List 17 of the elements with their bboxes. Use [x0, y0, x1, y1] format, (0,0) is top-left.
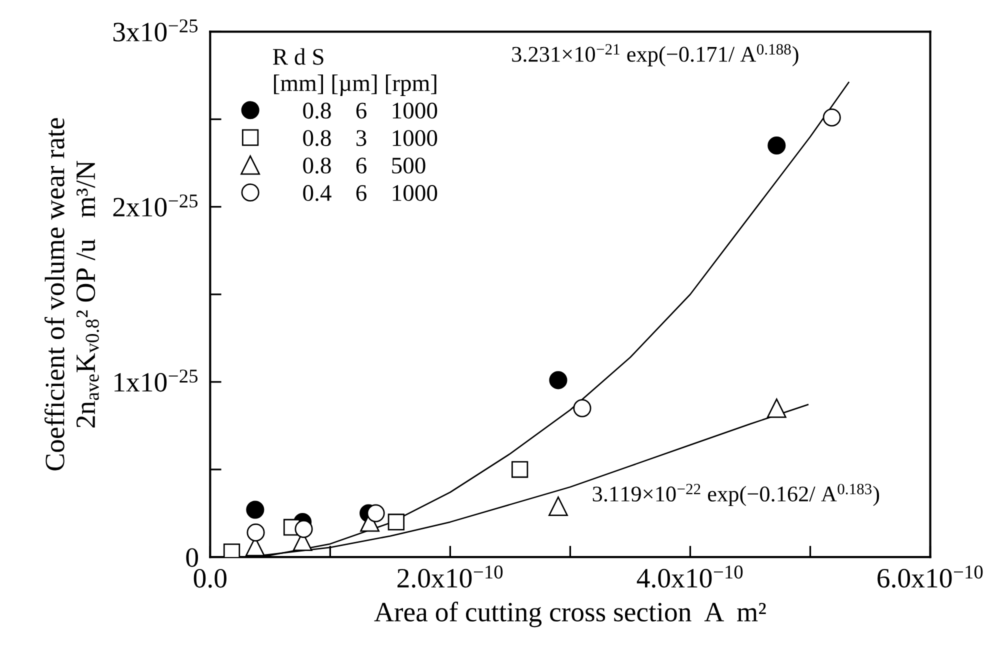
legend-label: 0.4 6 1000	[303, 185, 438, 202]
y-tick-label: 1x10$^{−25}$	[114, 370, 198, 392]
legend-label: 0.8 6 1000	[303, 102, 438, 119]
legend-title: R d S [mm] [µm] [rpm]	[272, 48, 436, 96]
x-tick-label: 4.0x10$^{−10}$	[636, 565, 743, 588]
annotation: 3.231×10$^{−21}$ exp(−0.171/ A$^{0.188}$)	[512, 44, 798, 66]
x-axis-title: Area of cutting cross section A m²	[374, 602, 766, 628]
y-tick-label: 0	[186, 548, 198, 567]
legend-label: 0.8 3 1000	[303, 130, 438, 146]
x-tick-label: 0.0	[194, 568, 226, 588]
y-axis-title: Coefficient of volume wear rate 2n$_{ave}$K$_{v0.8}$² OP /u m³/N	[44, 118, 99, 470]
y-tick-label: 3x10$^{−25}$	[113, 19, 198, 42]
x-tick-label: 6.0x10$^{−10}$	[878, 565, 983, 588]
x-tick-label: 2.0x10$^{−10}$	[398, 565, 503, 588]
y-tick-label: 2x10$^{−25}$	[113, 194, 198, 217]
legend-label: 0.8 6 500	[303, 158, 426, 174]
annotation: 3.119×10$^{−22}$ exp(−0.162/ A$^{0.183}$)	[592, 484, 880, 506]
